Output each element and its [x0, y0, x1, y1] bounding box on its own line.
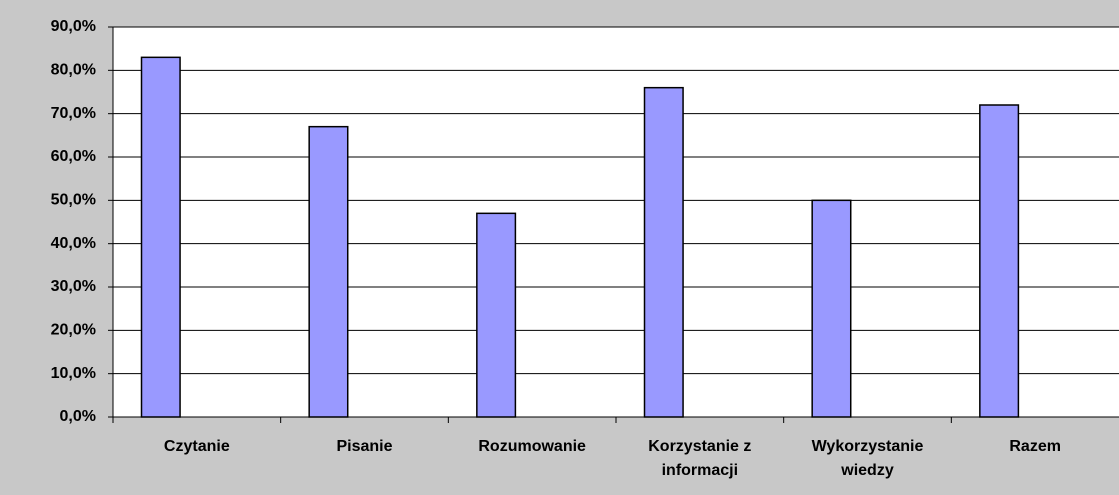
x-tick-label: Korzystanie z informacji	[648, 438, 752, 479]
x-tick-label: Razem	[1009, 438, 1061, 455]
y-tick-label: 60,0%	[51, 148, 96, 165]
bar	[476, 212, 517, 418]
y-tick-label: 70,0%	[51, 105, 96, 122]
bar	[308, 125, 349, 418]
y-tick-label: 80,0%	[51, 62, 96, 79]
bar	[979, 104, 1020, 418]
y-tick-label: 50,0%	[51, 192, 96, 209]
y-tick-label: 30,0%	[51, 278, 96, 295]
x-tick-label: Pisanie	[336, 438, 393, 455]
x-tick-label: Czytanie	[163, 438, 230, 455]
x-tick-label: Rozumowanie	[478, 438, 586, 455]
y-tick-label: 90,0%	[51, 18, 96, 35]
bar	[140, 56, 181, 418]
plot-area	[113, 27, 1119, 417]
x-tick-label: Wykorzystanie wiedzy	[811, 438, 924, 479]
y-tick-label: 40,0%	[51, 235, 96, 252]
bar	[811, 199, 852, 418]
bar	[643, 86, 684, 418]
y-tick-label: 0,0%	[60, 408, 96, 425]
y-tick-label: 10,0%	[51, 365, 96, 382]
y-tick-label: 20,0%	[51, 322, 96, 339]
